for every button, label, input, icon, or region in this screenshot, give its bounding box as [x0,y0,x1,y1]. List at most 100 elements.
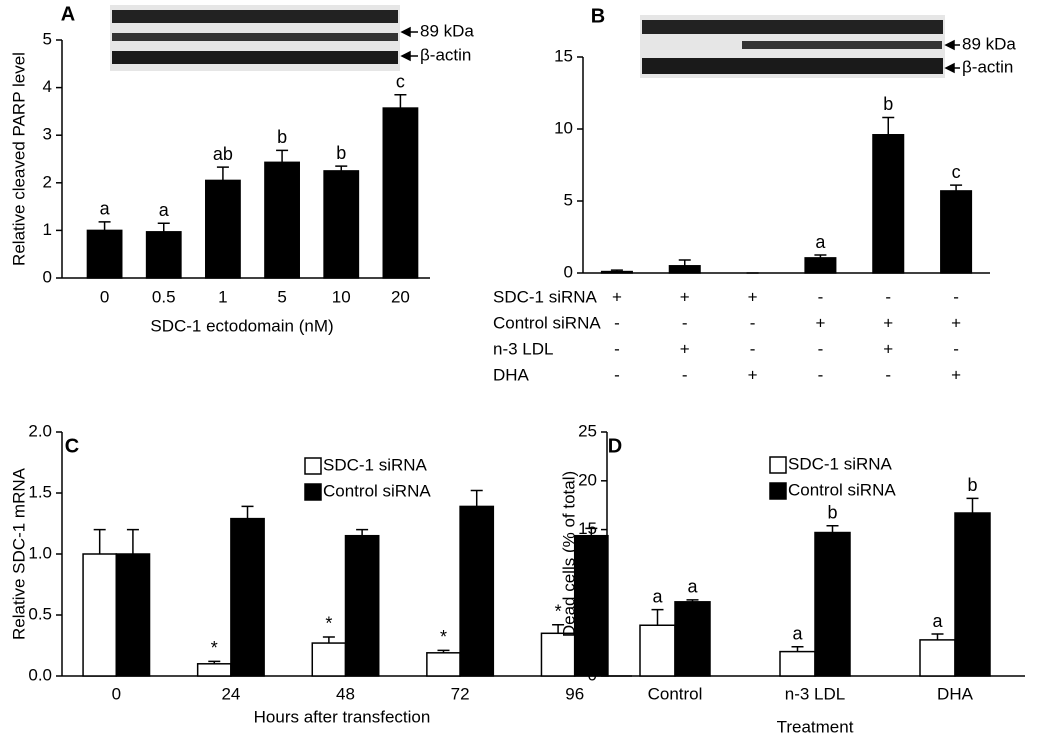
error-bar [276,149,289,163]
bar [311,642,347,677]
panel-label: D [608,435,622,457]
bar [459,505,495,677]
significance-label: b [277,127,287,147]
x-tick-label: 10 [332,287,351,306]
y-tick-label: 0 [43,267,52,286]
panel-label: C [65,435,79,457]
significance-label: a [100,199,111,219]
error-bar [931,633,944,640]
error-bar [394,93,407,109]
x-tick-label: 5 [277,287,286,306]
condition-symbol: - [614,339,620,358]
condition-symbol: + [612,287,622,306]
blot-label: β-actin [420,45,471,64]
error-bar [335,165,348,171]
error-bar [791,645,804,652]
legend-label: SDC-1 siRNA [323,455,428,474]
legend-swatch [769,482,787,500]
y-tick-label: 1 [43,220,52,239]
bar [954,512,991,677]
bar [382,107,419,279]
condition-label: n-3 LDL [493,339,553,358]
y-tick-label: 0.5 [28,604,52,623]
blot-b [640,15,945,78]
x-tick-label: 48 [336,684,355,703]
bar [674,601,711,677]
y-axis-title: Dead cells (% of total) [559,471,578,637]
error-bar [585,527,598,536]
condition-symbol: + [748,287,758,306]
significance-label: b [967,475,977,495]
x-tick-label: 0 [100,287,109,306]
significance-label: * [211,638,218,658]
bar [919,639,956,677]
error-bar [93,528,106,554]
bar [814,531,851,677]
legend-swatch [304,457,322,475]
legend-label: Control siRNA [323,481,431,500]
x-axis-title: Hours after transfection [254,707,431,726]
bar [639,624,676,677]
error-bar [826,524,839,533]
x-tick-label: n-3 LDL [785,684,845,703]
significance-label: ab [213,144,233,164]
y-tick-label: 0 [588,665,597,684]
bar [940,190,973,274]
bar [264,161,300,279]
y-tick-label: 4 [43,77,52,96]
error-bar [322,636,335,644]
condition-symbol: - [818,287,824,306]
bar [145,231,182,279]
y-tick-label: 15 [578,519,597,538]
bar [344,534,380,677]
y-tick-label: 1.0 [28,543,52,562]
legend-swatch [769,456,787,474]
condition-symbol: + [883,313,893,332]
blot-arrows [400,26,960,74]
bar [82,553,118,677]
x-tick-label: DHA [937,684,974,703]
legend-label: Control siRNA [788,480,896,499]
condition-symbol: + [748,365,758,384]
x-axis-title: Treatment [777,717,854,736]
condition-symbol: - [953,287,959,306]
x-axis-title: SDC-1 ectodomain (nM) [150,316,333,335]
significance-label: a [815,232,826,252]
x-tick-label: Control [648,684,703,703]
condition-symbol: - [682,313,688,332]
error-bar [356,528,369,536]
bar [323,170,360,279]
blot-a [110,5,400,71]
y-tick-label: 0.0 [28,665,52,684]
blot-label: 89 kDa [420,21,474,40]
y-axis-title: Relative cleaved PARP level [9,52,28,266]
significance-label: b [827,502,837,522]
condition-label: DHA [493,365,530,384]
error-bar [437,649,450,653]
x-tick-label: 20 [391,287,410,306]
condition-symbol: - [953,339,959,358]
blot-label: 89 kDa [962,34,1016,53]
significance-label: * [555,602,562,622]
error-bar [678,259,691,266]
bar [115,553,151,677]
condition-symbol: - [885,365,891,384]
condition-symbol: - [750,313,756,332]
error-bar [610,269,623,272]
significance-label: a [792,623,803,643]
error-bar [216,166,229,181]
y-tick-label: 10 [578,568,597,587]
condition-symbol: + [680,287,690,306]
legend-label: SDC-1 siRNA [788,454,893,473]
error-bar [950,184,963,191]
y-tick-label: 10 [554,118,573,137]
bar [205,179,241,279]
y-tick-label: 0 [564,262,573,281]
bar [668,265,701,274]
condition-symbol: - [614,365,620,384]
significance-label: * [325,614,332,634]
significance-label: a [687,577,698,597]
bar [86,229,123,279]
condition-label: Control siRNA [493,313,601,332]
significance-label: b [883,94,893,114]
